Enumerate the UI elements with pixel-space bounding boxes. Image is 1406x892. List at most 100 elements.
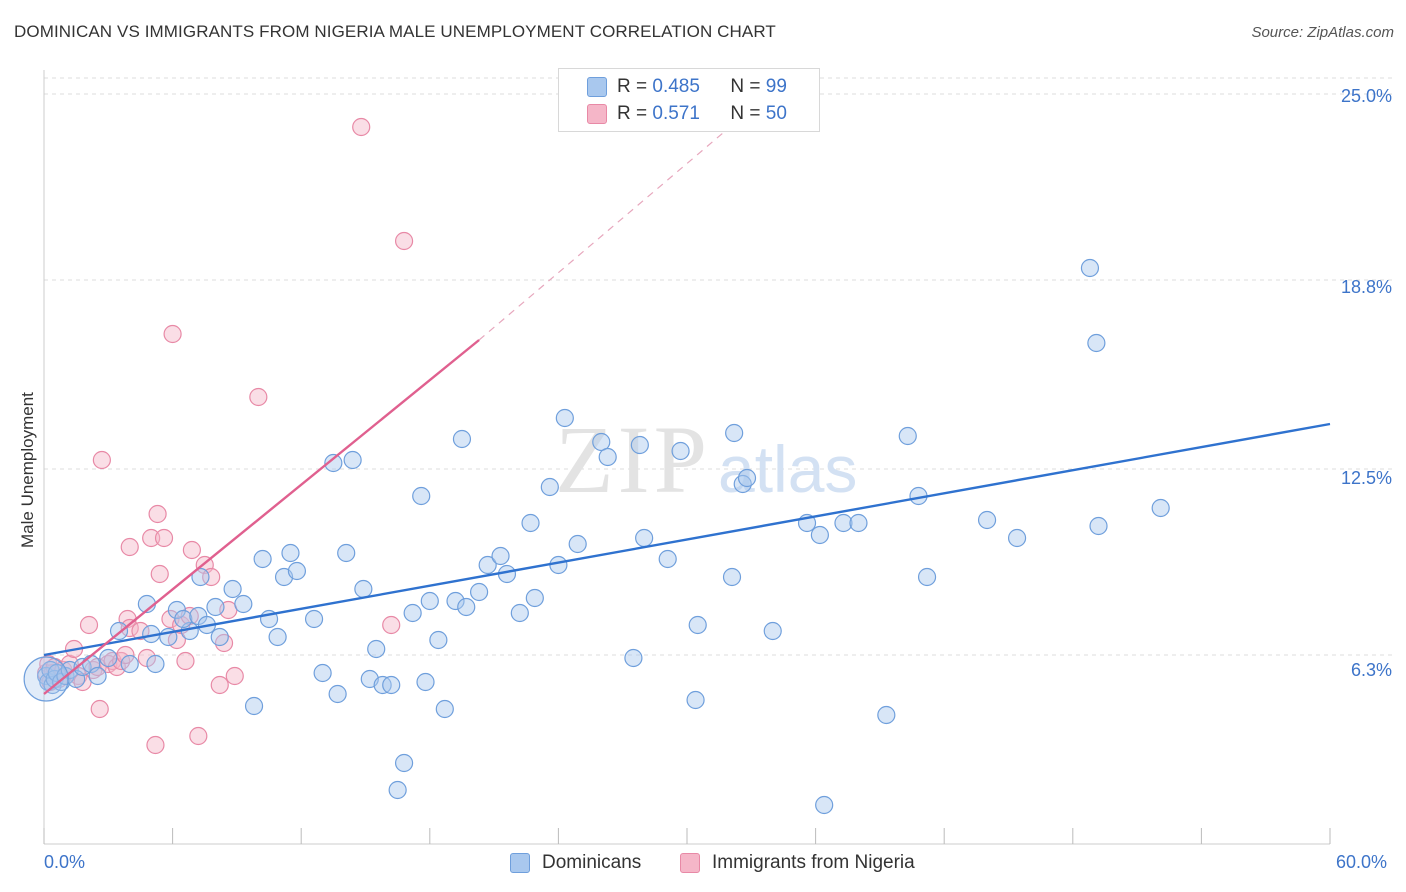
nigeria-point: [352, 117, 371, 137]
legend-swatch-nigeria: [587, 104, 607, 124]
nigeria-point: [382, 615, 401, 635]
legend-r-label: R =: [617, 76, 648, 97]
dominicans-point: [598, 447, 617, 467]
dominicans-point: [1080, 258, 1100, 278]
watermark-zip: ZIP: [555, 406, 711, 513]
nigeria-point: [120, 537, 139, 557]
dominicans-point: [324, 453, 343, 473]
y-tick-label-25: 25.0%: [1340, 86, 1392, 106]
nigeria-point: [189, 726, 208, 746]
dominicans-point: [1089, 516, 1108, 536]
trendlines: [43, 117, 1331, 695]
dominicans-point: [223, 579, 242, 599]
legend-n-nigeria: 50: [765, 103, 787, 124]
dominicans-point: [367, 639, 386, 659]
dominicans-point: [120, 654, 139, 674]
dominicans-point: [328, 684, 347, 704]
dominicans-point: [592, 432, 611, 452]
dominicans-point: [429, 630, 448, 650]
dominicans-point: [244, 696, 264, 716]
dominicans-point: [525, 588, 544, 608]
dominicans-point: [452, 429, 472, 449]
dominicans-point: [253, 549, 272, 569]
y-tick-label-6-3: 6.3%: [1350, 660, 1392, 680]
dominicans-point: [568, 534, 587, 554]
legend-r-label: R =: [617, 103, 648, 124]
nigeria-point: [249, 387, 268, 407]
legend-n-label: N =: [730, 103, 761, 124]
dominicans-point: [174, 609, 193, 629]
watermark-atlas: atlas: [718, 432, 857, 506]
gridlines: [44, 77, 1394, 656]
dominicans-point: [343, 450, 362, 470]
dominicans-point: [206, 597, 225, 617]
dominicans-point: [722, 567, 742, 587]
nigeria-point: [79, 615, 99, 635]
dominicans-point: [412, 486, 431, 506]
trendline-nigeria: [43, 339, 480, 695]
dominicans-point: [1007, 528, 1027, 548]
dominicans-point: [210, 627, 229, 647]
dominicans-point: [898, 426, 917, 446]
series-label-dominicans: Dominicans: [542, 852, 642, 873]
dominicans-point: [491, 546, 510, 566]
dominicans-point: [478, 555, 497, 575]
chart-title: DOMINICAN VS IMMIGRANTS FROM NIGERIA MAL…: [14, 22, 776, 41]
y-tick-label-18-8: 18.8%: [1340, 277, 1392, 297]
dominicans-point: [834, 513, 853, 533]
nigeria-point: [161, 609, 180, 629]
series-swatch-nigeria: [680, 853, 700, 873]
dominicans-point: [540, 477, 559, 497]
dominicans-point: [420, 591, 439, 611]
series-legend-nigeria[interactable]: Immigrants from Nigeria: [680, 852, 915, 874]
dominicans-point: [457, 597, 476, 617]
x-tick-label-max: 60.0%: [1336, 852, 1388, 872]
dominicans-point: [725, 423, 744, 443]
nigeria-point: [182, 540, 201, 560]
legend-row-nigeria: R = 0.571 N = 50: [587, 102, 787, 126]
dominicans-point: [977, 510, 997, 530]
nigeria-point: [163, 324, 182, 344]
nigeria-point: [92, 450, 111, 470]
dominicans-point: [1087, 333, 1106, 353]
series-legend: Dominicans Immigrants from Nigeria: [0, 852, 1406, 878]
dominicans-point: [686, 690, 705, 710]
dominicans-point: [337, 543, 356, 563]
source-label: Source: ZipAtlas.com: [1251, 24, 1394, 41]
dominicans-point: [549, 555, 568, 575]
dominicans-point: [624, 648, 643, 668]
nigeria-point: [116, 645, 135, 665]
dominicans-point: [313, 663, 332, 683]
dominicans-point: [849, 513, 868, 533]
x-tick-label-min: 0.0%: [44, 852, 86, 872]
dominicans-point: [268, 627, 287, 647]
dominicans-point: [287, 561, 307, 581]
nigeria-point: [120, 618, 139, 638]
legend-swatch-dominicans: [587, 77, 607, 97]
axes: [43, 70, 1331, 845]
series-legend-dominicans[interactable]: Dominicans: [510, 852, 641, 874]
dominicans-point: [555, 408, 574, 428]
dominicans-point: [917, 567, 937, 587]
dominicans-point: [469, 582, 489, 602]
legend-row-dominicans: R = 0.485 N = 99: [587, 75, 787, 99]
dominicans-point: [88, 666, 107, 686]
dominicans-point: [510, 603, 529, 623]
dominicans-point: [382, 675, 401, 695]
dominicans-point: [388, 780, 407, 800]
dominicans-point: [630, 435, 649, 455]
nigeria-point: [225, 666, 244, 686]
dominicans-point: [688, 615, 707, 635]
y-tick-label-12-5: 12.5%: [1340, 468, 1392, 488]
dominicans-point: [146, 654, 165, 674]
dominicans-point: [416, 672, 435, 692]
legend-r-nigeria: 0.571: [652, 103, 700, 124]
dominicans-point: [435, 699, 454, 719]
nigeria-point: [90, 699, 109, 719]
dominicans-cluster-point: [23, 656, 69, 702]
dominicans-point: [521, 513, 540, 533]
dominicans-point: [304, 609, 324, 629]
dominicans-point: [763, 621, 782, 641]
dominicans-point: [403, 603, 422, 623]
